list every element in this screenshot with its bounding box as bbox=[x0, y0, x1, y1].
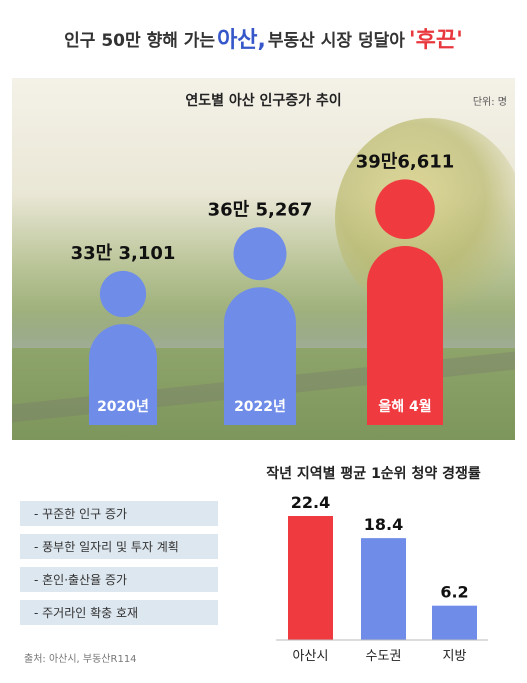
competition-value-label: 6.2 bbox=[440, 583, 468, 602]
population-value-label: 33만 3,101 bbox=[71, 243, 176, 264]
population-category-label: 올해 4월 bbox=[378, 398, 431, 415]
population-category-label: 2020년 bbox=[97, 399, 149, 415]
headline-highlight: 아산, bbox=[217, 28, 266, 53]
competition-value-label: 18.4 bbox=[364, 515, 403, 534]
population-category-label: 2022년 bbox=[234, 399, 286, 415]
list-item: - 혼인·출산율 증가 bbox=[20, 567, 218, 592]
headline-part-1: 인구 50만 향해 가는 bbox=[64, 30, 216, 51]
list-item: - 주거라인 확충 호재 bbox=[20, 600, 218, 625]
population-bar-head bbox=[375, 179, 435, 239]
population-bar-head bbox=[99, 270, 147, 318]
population-value-label: 39만6,611 bbox=[356, 151, 455, 172]
competition-category-label: 수도권 bbox=[366, 649, 402, 664]
list-item: - 풍부한 일자리 및 투자 계획 bbox=[20, 534, 218, 559]
competition-category-label: 지방 bbox=[443, 649, 467, 664]
source-note: 출처: 아산시, 부동산R114 bbox=[24, 654, 137, 665]
headline-emphasis: '후끈' bbox=[408, 28, 463, 53]
population-value-label: 36만 5,267 bbox=[208, 199, 313, 220]
competition-chart-title: 작년 지역별 평균 1순위 청약 경쟁률 bbox=[266, 466, 481, 482]
headline-part-2: 부동산 시장 덩달아 bbox=[267, 30, 405, 51]
population-bar bbox=[367, 246, 443, 425]
population-bar bbox=[89, 324, 157, 425]
competition-category-label: 아산시 bbox=[293, 649, 329, 664]
population-bar bbox=[224, 287, 296, 425]
growth-factors-list: - 꾸준한 인구 증가 - 풍부한 일자리 및 투자 계획 - 혼인·출산율 증… bbox=[20, 501, 218, 633]
competition-bar bbox=[361, 538, 406, 640]
population-chart-unit: 단위: 명 bbox=[472, 97, 507, 108]
population-bar-head bbox=[233, 227, 287, 281]
competition-value-label: 22.4 bbox=[291, 493, 330, 512]
population-chart-title: 연도별 아산 인구증가 추이 bbox=[185, 93, 342, 109]
competition-bar bbox=[288, 516, 333, 640]
list-item: - 꾸준한 인구 증가 bbox=[20, 501, 218, 526]
headline: 인구 50만 향해 가는 아산, 부동산 시장 덩달아 '후끈' bbox=[0, 14, 527, 62]
competition-bar bbox=[432, 605, 477, 640]
